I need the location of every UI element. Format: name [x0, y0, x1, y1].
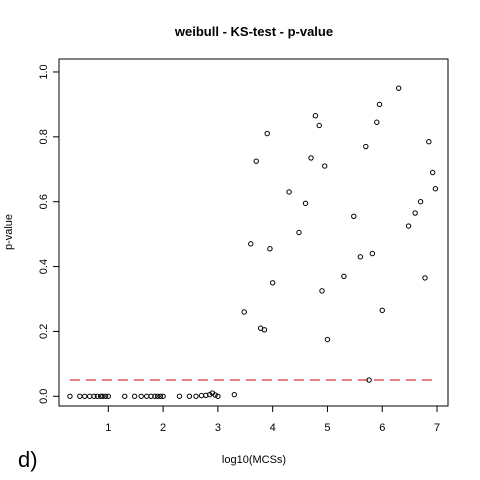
data-point — [376, 101, 383, 108]
y-axis: 0.0 0.2 0.4 0.6 0.8 1.0 — [38, 64, 59, 404]
data-point — [176, 393, 183, 399]
data-point — [97, 393, 104, 399]
data-point — [308, 155, 314, 161]
y-axis-label: p-value — [3, 214, 15, 250]
data-point — [82, 393, 88, 399]
data-point — [105, 393, 112, 399]
data-point — [341, 273, 347, 279]
data-point — [432, 186, 439, 192]
y-tick-label: 0.2 — [38, 324, 50, 339]
panel-label: d) — [18, 447, 38, 472]
data-point — [160, 393, 166, 399]
data-point — [369, 250, 376, 257]
data-point — [322, 163, 328, 169]
data-point — [267, 246, 273, 252]
data-point — [324, 336, 331, 343]
y-tick-label: 0.4 — [38, 259, 50, 274]
data-point — [374, 119, 380, 125]
data-point — [302, 200, 309, 207]
x-tick-label: 3 — [215, 422, 221, 434]
data-point — [351, 213, 357, 219]
data-point — [241, 309, 247, 315]
data-point — [286, 189, 292, 195]
plot-frame — [58, 58, 449, 407]
y-tick-label: 0.8 — [38, 129, 50, 144]
data-point — [148, 393, 154, 399]
x-tick-label: 6 — [379, 422, 385, 434]
data-point — [379, 307, 385, 314]
x-tick-label: 1 — [105, 422, 111, 434]
data-point — [261, 327, 268, 333]
data-point — [212, 392, 218, 398]
y-tick-label: 0.0 — [38, 389, 50, 404]
data-point — [429, 169, 436, 176]
data-point — [405, 223, 412, 229]
data-point — [122, 393, 128, 399]
data-point — [366, 377, 372, 383]
data-point — [417, 198, 424, 205]
data-point — [269, 280, 276, 286]
data-point — [102, 393, 109, 399]
x-tick-label: 2 — [160, 422, 166, 434]
data-point — [253, 158, 259, 164]
data-point — [138, 393, 144, 399]
data-point — [412, 210, 418, 216]
data-point — [206, 391, 213, 398]
data-point — [316, 122, 322, 129]
data-point — [319, 288, 325, 294]
data-point — [193, 393, 199, 399]
data-point — [264, 130, 270, 137]
chart-title: weibull - KS-test - p-value — [174, 24, 333, 39]
data-point — [131, 393, 138, 399]
data-point — [363, 143, 369, 150]
y-tick-label: 0.6 — [38, 194, 50, 209]
data-point — [215, 393, 221, 399]
data-point — [296, 229, 302, 236]
data-point — [157, 393, 164, 399]
x-tick-label: 7 — [434, 422, 440, 434]
x-axis: 1 2 3 4 5 6 7 — [105, 406, 440, 434]
x-tick-label: 5 — [324, 422, 330, 434]
data-point — [422, 275, 428, 281]
data-point — [94, 393, 101, 399]
data-point — [154, 393, 161, 399]
data-point — [312, 113, 319, 119]
y-tick-label: 1.0 — [38, 64, 50, 79]
data-point — [67, 393, 73, 399]
data-point — [357, 254, 364, 260]
data-point — [100, 393, 106, 399]
x-axis-label: log10(MCSs) — [222, 454, 286, 466]
data-points — [67, 85, 439, 399]
x-tick-label: 4 — [270, 422, 276, 434]
data-point — [248, 241, 254, 247]
data-point — [231, 391, 238, 398]
data-point — [77, 393, 83, 399]
data-point — [152, 393, 158, 399]
data-point — [186, 393, 193, 399]
data-point — [395, 85, 402, 91]
data-point — [91, 393, 97, 399]
data-point — [426, 138, 432, 145]
